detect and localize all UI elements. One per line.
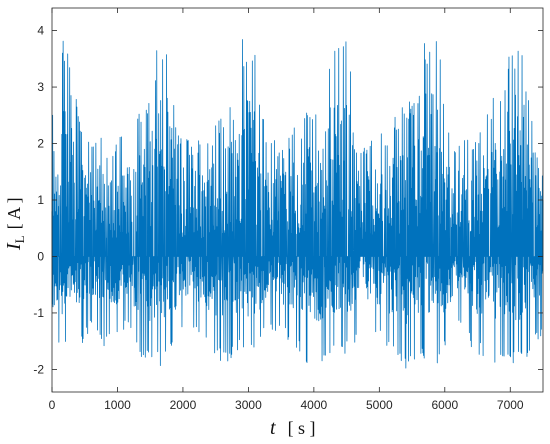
y-axis-title: IL [ A ]: [3, 197, 27, 251]
y-axis-unit: [ A ]: [4, 197, 24, 229]
y-tick-label: 3: [37, 80, 44, 94]
y-tick-label: 4: [37, 24, 44, 38]
y-tick-label: 0: [37, 249, 44, 263]
y-axis-subscript: L: [12, 235, 27, 243]
y-tick-label: -2: [33, 362, 44, 376]
series-line: [51, 39, 544, 369]
ticks-layer: 0 1000 2000 3000 4000 5000 6000 7000 -2 -1 0 1 2 3 4: [33, 8, 543, 412]
y-tick-label: -1: [33, 306, 44, 320]
x-axis-symbol: t: [270, 417, 276, 439]
x-tick-label: 7000: [497, 398, 524, 412]
x-tick-label: 2000: [170, 398, 197, 412]
series-layer: [51, 39, 544, 369]
x-tick-label: 1000: [104, 398, 131, 412]
y-tick-label: 1: [37, 193, 44, 207]
x-tick-label: 6000: [431, 398, 458, 412]
x-tick-label: 3000: [235, 398, 262, 412]
x-axis-unit: [ s ]: [288, 418, 316, 438]
x-tick-label: 5000: [366, 398, 393, 412]
y-tick-label: 2: [37, 137, 44, 151]
y-axis-symbol: I: [3, 242, 25, 251]
x-tick-label: 4000: [301, 398, 328, 412]
x-tick-label: 0: [49, 398, 56, 412]
x-axis-title: t [ s ]: [270, 417, 316, 439]
